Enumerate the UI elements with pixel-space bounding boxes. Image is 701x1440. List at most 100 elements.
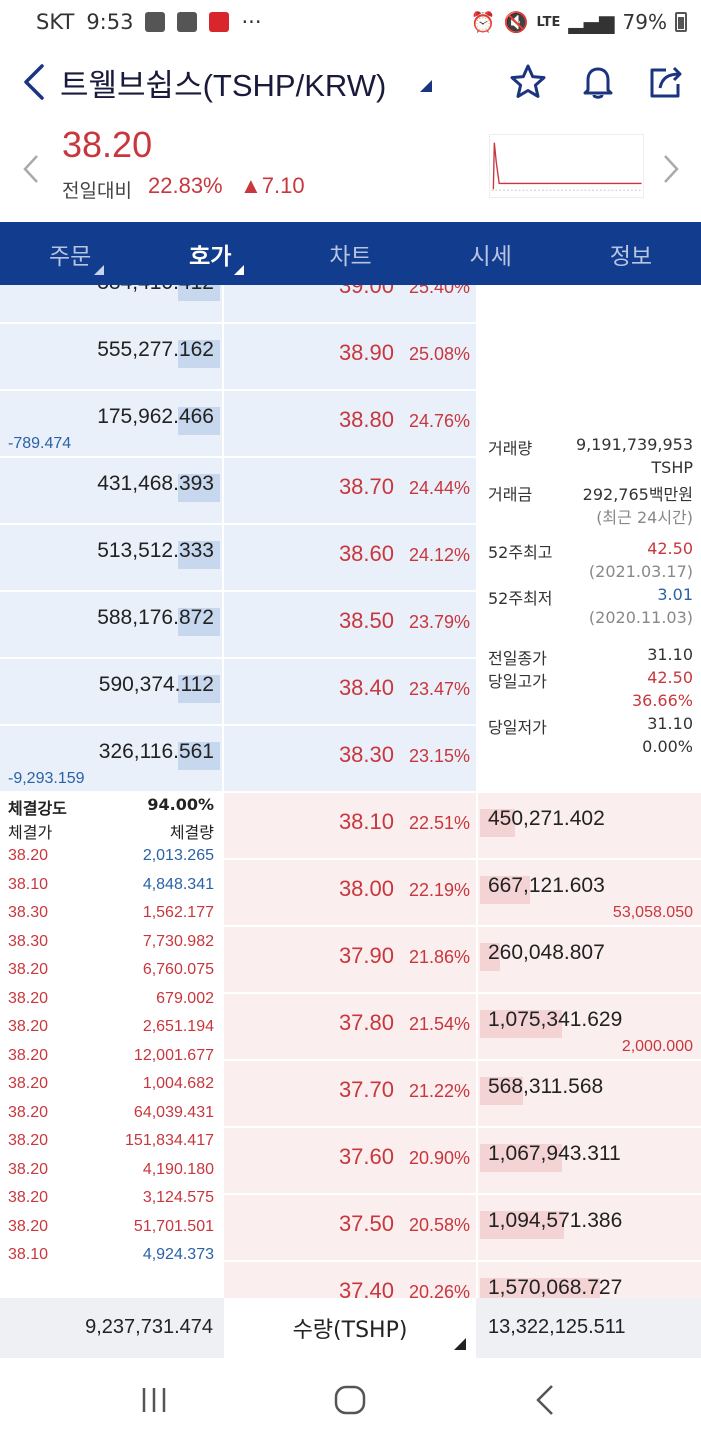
ask-price-cell[interactable]: 38.30 23.15%	[224, 726, 476, 791]
ask-price-cell[interactable]: 38.90 25.08%	[224, 324, 476, 389]
ask-row[interactable]: 384,410.412 39.00 25.40%	[0, 285, 701, 322]
trade-row: 38.20 151,834.417	[0, 1128, 222, 1157]
bid-price-cell[interactable]: 38.10 22.51%	[224, 793, 476, 858]
trade-qty-header: 체결량	[169, 823, 214, 842]
level-percent: 25.40%	[408, 285, 470, 297]
ask-quantity: 590,374.112	[98, 673, 214, 696]
bid-quantity: 1,075,341.629	[488, 1008, 623, 1031]
back-nav-icon[interactable]	[526, 1380, 566, 1420]
level-percent: 23.15%	[408, 746, 470, 766]
star-icon[interactable]	[508, 62, 548, 102]
ask-depth-bar	[178, 474, 220, 502]
bid-price-cell[interactable]: 37.80 21.54%	[224, 994, 476, 1059]
ask-row[interactable]: 513,512.333 38.60 24.12%	[0, 525, 701, 590]
bell-icon[interactable]	[578, 62, 618, 102]
bid-price-cell[interactable]: 37.60 20.90%	[224, 1128, 476, 1193]
bid-quantity-change: 53,058.050	[612, 904, 693, 921]
trade-row: 38.20 1,004.682	[0, 1071, 222, 1100]
title-dropdown-icon[interactable]	[420, 80, 432, 92]
trade-quantity: 7,730.982	[142, 932, 214, 950]
level-percent: 21.22%	[408, 1081, 470, 1101]
trade-quantity: 64,039.431	[133, 1103, 214, 1121]
bid-quantity: 450,271.402	[488, 807, 605, 830]
gallery-notification-icon	[145, 12, 166, 32]
bid-row[interactable]: 37.80 21.54% 1,075,341.629 2,000.000	[0, 994, 701, 1059]
tab-orderbook[interactable]: 호가	[140, 222, 280, 285]
bid-row[interactable]: 37.70 21.22% 568,311.568	[0, 1061, 701, 1126]
level-percent: 20.90%	[408, 1148, 470, 1168]
bid-quantity: 568,311.568	[488, 1075, 604, 1098]
alarm-icon: ⏰	[470, 10, 496, 34]
ask-quantity-change: -9,293.159	[8, 770, 85, 787]
ask-price-cell[interactable]: 38.60 24.12%	[224, 525, 476, 590]
volume-value: 9,191,739,953	[575, 435, 693, 454]
clock: 9:53	[86, 10, 134, 34]
ask-price-cell[interactable]: 38.70 24.44%	[224, 458, 476, 523]
trade-quantity: 4,924.373	[142, 1246, 214, 1263]
level-price: 38.70	[338, 474, 394, 499]
ask-row[interactable]: 431,468.393 38.70 24.44%	[0, 458, 701, 523]
day-high-label: 당일고가	[488, 672, 547, 691]
level-price: 38.80	[338, 407, 394, 432]
trade-row: 38.20 4,190.180	[0, 1157, 222, 1186]
ask-price-cell[interactable]: 38.80 24.76%	[224, 391, 476, 456]
ask-price-cell[interactable]: 38.40 23.47%	[224, 659, 476, 724]
ask-row[interactable]: 590,374.112 38.40 23.47%	[0, 659, 701, 724]
prev-coin-icon[interactable]	[22, 154, 40, 184]
level-price: 37.50	[338, 1211, 394, 1236]
unit-selector[interactable]: 수량(TSHP)	[224, 1298, 476, 1358]
strength-label: 체결강도	[8, 799, 67, 818]
bid-price-cell[interactable]: 37.70 21.22%	[224, 1061, 476, 1126]
app-notification-icon	[177, 12, 198, 32]
trade-row: 38.20 679.002	[0, 986, 222, 1015]
ask-depth-bar	[178, 541, 220, 569]
ask-price-cell[interactable]: 38.50 23.79%	[224, 592, 476, 657]
tab-info[interactable]: 정보	[561, 222, 701, 285]
trade-row: 38.30 7,730.982	[0, 929, 222, 958]
ask-row[interactable]: 175,962.466 -789.474 38.80 24.76%	[0, 391, 701, 456]
halfclub-notification-icon	[209, 12, 230, 32]
current-price: 38.20	[62, 124, 153, 165]
trade-price: 38.30	[8, 932, 49, 950]
bid-total: 13,322,125.511	[488, 1316, 626, 1338]
orderbook[interactable]: 384,410.412 39.00 25.40% 555,277.162 38.90 25…	[0, 285, 701, 1298]
high52-label: 52주최고	[488, 543, 553, 562]
bid-price-cell[interactable]: 37.40 20.26%	[224, 1262, 476, 1298]
signal-icon: ▂▄▆	[568, 10, 615, 34]
tab-order[interactable]: 주문	[0, 222, 140, 285]
amount-value: 292,765백만원	[582, 485, 693, 504]
next-coin-icon[interactable]	[662, 154, 680, 184]
tab-chart[interactable]: 차트	[280, 222, 420, 285]
bid-row[interactable]: 37.50 20.58% 1,094,571.386	[0, 1195, 701, 1260]
ask-row[interactable]: 326,116.561 -9,293.159 38.30 23.15%	[0, 726, 701, 791]
bid-depth-bar	[480, 1077, 523, 1105]
share-icon[interactable]	[646, 62, 686, 102]
bid-row[interactable]: 37.90 21.86% 260,048.807	[0, 927, 701, 992]
ask-row[interactable]: 555,277.162 38.90 25.08%	[0, 324, 701, 389]
trade-quantity: 1,562.177	[142, 904, 214, 921]
ask-row[interactable]: 588,176.872 38.50 23.79%	[0, 592, 701, 657]
tab-quotes[interactable]: 시세	[421, 222, 561, 285]
recent-trades-panel: 체결강도 94.00% 체결가 체결량 38.20 2,013.265 38.10 4,8…	[0, 795, 222, 1271]
bid-row[interactable]: 37.40 20.26% 1,570,068.727	[0, 1262, 701, 1298]
bid-row[interactable]: 38.10 22.51% 450,271.402	[0, 793, 701, 858]
back-icon[interactable]	[18, 62, 52, 102]
trade-quantity: 3,124.575	[142, 1189, 214, 1206]
bid-row[interactable]: 37.60 20.90% 1,067,943.311	[0, 1128, 701, 1193]
ask-price-cell[interactable]: 39.00 25.40%	[224, 285, 476, 322]
home-icon[interactable]	[330, 1380, 370, 1420]
bid-depth-bar	[480, 1211, 564, 1239]
ask-depth-bar	[178, 285, 220, 301]
price-summary: 38.20 전일대비 22.83% ▲7.10	[0, 120, 701, 220]
bid-price-cell[interactable]: 37.50 20.58%	[224, 1195, 476, 1260]
bid-price-cell[interactable]: 37.90 21.86%	[224, 927, 476, 992]
bid-price-cell[interactable]: 38.00 22.19%	[224, 860, 476, 925]
bid-depth-bar	[480, 1278, 600, 1298]
trade-quantity: 151,834.417	[125, 1132, 214, 1149]
trade-row: 38.20 51,701.501	[0, 1214, 222, 1243]
trade-row: 38.20 2,651.194	[0, 1014, 222, 1043]
trade-row: 38.20 3,124.575	[0, 1185, 222, 1214]
recent-apps-icon[interactable]	[134, 1380, 174, 1420]
bid-row[interactable]: 38.00 22.19% 667,121.603 53,058.050	[0, 860, 701, 925]
page-title[interactable]: 트웰브쉽스(TSHP/KRW)	[60, 68, 387, 103]
